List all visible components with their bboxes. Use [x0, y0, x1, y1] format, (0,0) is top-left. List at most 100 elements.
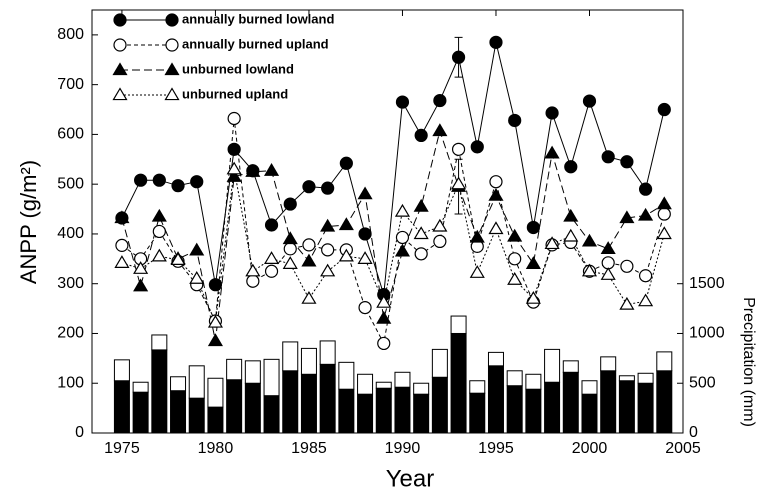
marker: [282, 256, 298, 269]
marker: [376, 294, 392, 308]
marker: [152, 173, 166, 187]
precip-bar: [618, 380, 635, 434]
legend-marker: [112, 87, 128, 101]
marker: [320, 218, 336, 232]
series-line: [121, 169, 665, 325]
precip-bar: [656, 351, 673, 372]
y-axis-label: ANPP (g/m²): [16, 160, 41, 284]
marker: [638, 293, 654, 307]
precip-bar: [375, 387, 392, 434]
marker: [338, 248, 354, 262]
precip-bar: [394, 386, 411, 434]
legend-marker: [112, 62, 128, 76]
marker: [469, 229, 485, 243]
precip-bar: [375, 381, 392, 389]
marker: [152, 224, 166, 239]
marker: [283, 197, 297, 211]
marker: [656, 196, 672, 210]
marker: [208, 278, 223, 292]
marker: [395, 230, 410, 245]
marker: [469, 265, 485, 278]
marker: [357, 251, 373, 264]
marker: [301, 253, 317, 267]
precip-bar: [600, 370, 617, 434]
precip-bar: [581, 380, 598, 395]
precip-bar: [207, 377, 224, 408]
marker: [620, 155, 634, 169]
marker: [207, 314, 223, 328]
precip-bar: [244, 382, 261, 434]
precip-bar: [450, 332, 467, 434]
marker: [189, 242, 205, 256]
precip-bar: [300, 373, 317, 434]
series-line: [121, 118, 665, 345]
x-tick-label: 1985: [291, 440, 327, 457]
marker: [394, 203, 411, 217]
y-tick-label: 200: [57, 325, 84, 342]
marker: [245, 164, 261, 177]
precip-bar: [450, 315, 467, 334]
marker: [581, 263, 598, 277]
legend-marker: [165, 13, 179, 27]
marker: [619, 296, 635, 310]
precip-bar: [319, 340, 336, 365]
legend-label: annually burned lowland: [182, 11, 334, 26]
precip-bar: [525, 388, 542, 434]
precip-bar: [562, 371, 579, 434]
marker: [413, 226, 429, 240]
precip-bar: [357, 393, 374, 434]
y2-tick-label: 1500: [689, 275, 725, 292]
series-line: [121, 129, 665, 342]
legend-marker: [113, 13, 127, 27]
marker: [526, 220, 540, 235]
precip-bar: [170, 390, 187, 434]
precip-bar: [562, 360, 579, 373]
marker: [638, 269, 653, 283]
precip-bar: [506, 370, 523, 387]
precip-bar: [487, 365, 504, 434]
precip-bar: [357, 373, 374, 395]
marker: [245, 263, 261, 277]
marker: [507, 272, 523, 285]
precip-bar: [656, 370, 673, 434]
precip-bar: [282, 370, 299, 434]
marker: [263, 163, 280, 176]
precip-bar: [600, 356, 617, 372]
marker: [264, 218, 279, 232]
marker: [227, 111, 241, 126]
precip-bar: [469, 380, 486, 394]
y2-tick-label: 0: [689, 424, 698, 441]
x-axis-label: Year: [386, 465, 435, 492]
y2-axis-label: Precipitation (mm): [740, 297, 757, 427]
marker: [413, 198, 429, 212]
precip-bar: [618, 375, 635, 382]
precip-bar: [170, 376, 187, 392]
series-line: [121, 42, 665, 295]
y-tick-label: 500: [57, 175, 84, 192]
marker: [301, 290, 317, 304]
marker: [302, 180, 316, 194]
precip-bar: [338, 388, 355, 434]
marker: [657, 102, 671, 117]
y-tick-label: 600: [57, 126, 84, 143]
marker: [507, 228, 523, 242]
precip-bar: [544, 381, 561, 434]
precip-bar: [487, 351, 504, 367]
marker: [133, 278, 149, 292]
legend-label: unburned upland: [182, 86, 288, 101]
precip-bar: [413, 393, 430, 434]
precip-bar: [431, 376, 448, 434]
marker: [358, 300, 372, 315]
marker: [525, 256, 541, 269]
marker: [433, 93, 447, 108]
marker: [133, 261, 149, 274]
marker: [451, 142, 466, 156]
legend-marker: [164, 62, 180, 76]
precip-bar: [637, 372, 654, 384]
marker: [581, 233, 598, 247]
marker: [432, 123, 448, 137]
marker: [320, 263, 336, 277]
y2-tick-label: 1000: [689, 325, 725, 342]
marker: [600, 267, 616, 280]
marker: [302, 238, 316, 252]
